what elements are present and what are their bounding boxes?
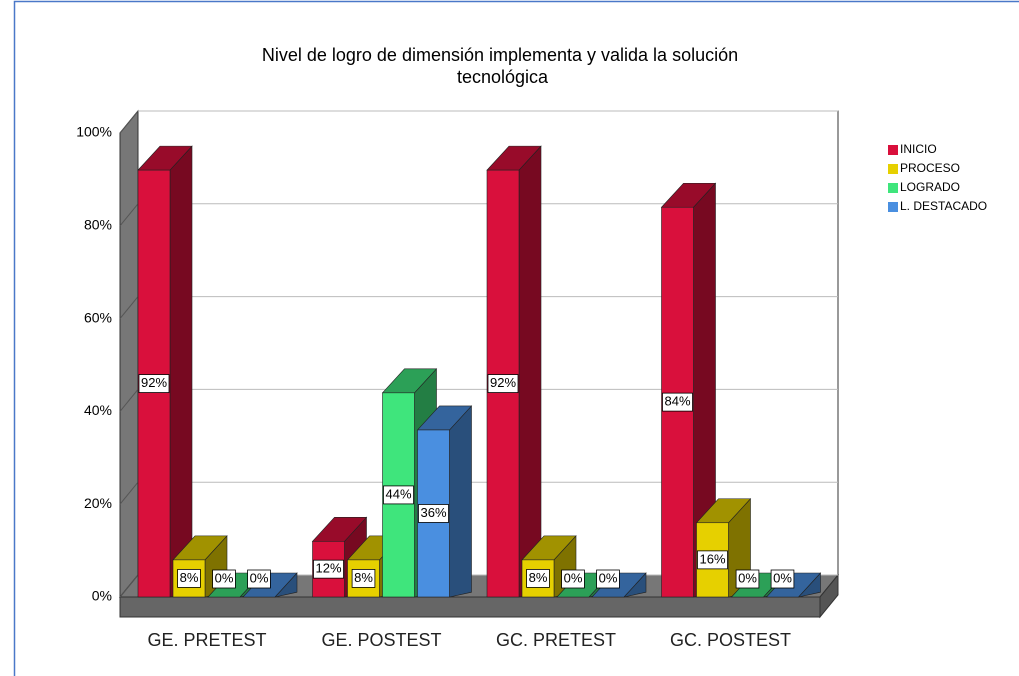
chart-title: Nivel de logro de dimensión implementa y… [262, 45, 738, 87]
tick-line [119, 389, 139, 412]
value-label: 36% [420, 505, 446, 520]
x-tick-label: GE. POSTEST [321, 630, 441, 650]
value-label: 8% [529, 570, 548, 585]
value-label-box [735, 569, 760, 589]
floor-front [119, 596, 821, 618]
x-tick-label: GC. PRETEST [496, 630, 616, 650]
value-label: 0% [564, 570, 583, 585]
legend-swatch [888, 164, 898, 174]
value-label-box [662, 392, 693, 412]
bar [486, 145, 542, 598]
value-label: 0% [215, 570, 234, 585]
value-label-box [770, 569, 795, 589]
tick-line [119, 296, 139, 319]
legend-label: LOGRADO [900, 180, 960, 194]
y-tick-label: 100% [76, 124, 112, 140]
value-label-box [247, 569, 271, 589]
tick-line [119, 203, 139, 227]
value-label: 44% [385, 486, 411, 501]
y-tick-label: 40% [84, 402, 112, 418]
bar-side [518, 145, 542, 598]
value-label: 0% [773, 570, 792, 585]
value-label-box [177, 569, 201, 588]
legend-label: PROCESO [900, 161, 960, 175]
y-tick-label: 20% [84, 495, 112, 511]
tick-line [119, 481, 139, 505]
value-label-box [138, 374, 170, 393]
legend-swatch [888, 183, 898, 193]
y-tick-label: 60% [84, 309, 112, 325]
bar-side [449, 405, 472, 598]
bar-side [169, 145, 193, 598]
value-label-box [212, 569, 236, 589]
value-label: 84% [664, 394, 690, 409]
legend-label: L. DESTACADO [900, 199, 987, 213]
value-label: 0% [738, 570, 757, 585]
value-label: 0% [250, 570, 269, 585]
value-label-box [351, 569, 376, 588]
value-label-box [313, 559, 344, 579]
value-label: 16% [699, 551, 725, 566]
value-label: 92% [490, 375, 516, 390]
value-label: 92% [141, 375, 167, 390]
value-label-box [418, 504, 449, 523]
legend-swatch [888, 145, 898, 155]
tick-line [119, 110, 139, 134]
value-label-box [561, 569, 585, 589]
value-label-box [697, 550, 728, 570]
y-tick-label: 80% [84, 217, 112, 233]
bar [137, 145, 193, 598]
value-label: 8% [180, 570, 199, 585]
side-wall [119, 109, 139, 599]
legend-label: INICIO [900, 142, 937, 156]
legend-swatch [888, 202, 898, 212]
frame [13, 0, 1019, 676]
bar [416, 405, 473, 598]
x-tick-label: GE. PRETEST [147, 630, 266, 650]
x-tick-label: GC. POSTEST [670, 630, 791, 650]
value-label-box [487, 374, 519, 393]
value-label: 8% [354, 570, 373, 585]
tick-line [119, 574, 139, 598]
value-label-box [526, 569, 550, 588]
y-tick-label: 0% [92, 588, 112, 604]
floor-side [819, 573, 839, 619]
value-label: 12% [315, 561, 341, 576]
value-label-box [383, 485, 414, 505]
value-label-box [596, 569, 620, 589]
value-label: 0% [599, 570, 618, 585]
